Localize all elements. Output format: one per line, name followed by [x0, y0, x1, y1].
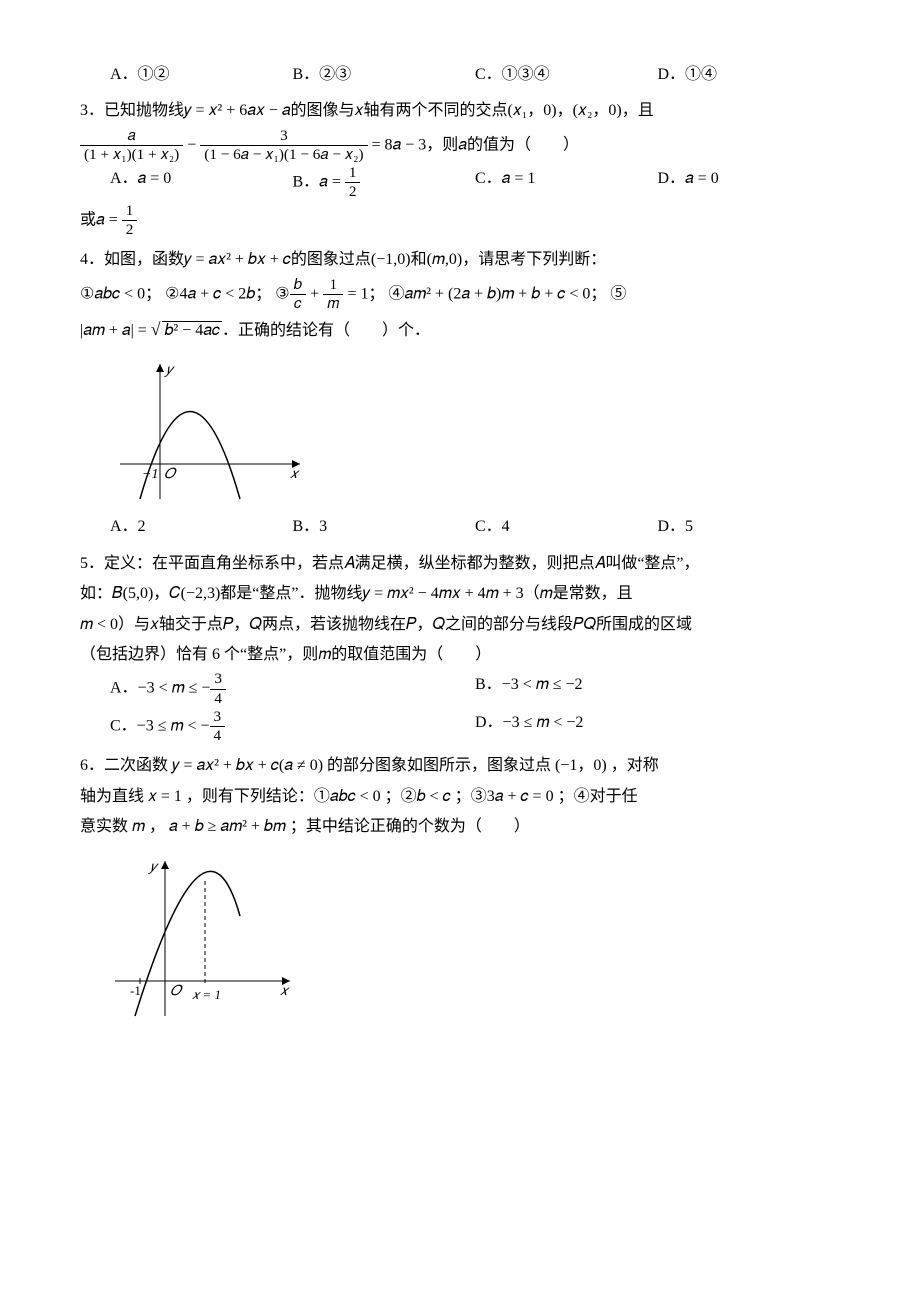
q3-minus: − — [187, 136, 196, 153]
q5-l1: 5．定义：在平面直角坐标系中，若点𝐴满足横，纵坐标都为整数，则把点𝐴叫做“整点”… — [80, 549, 840, 579]
q4-mark-O: 𝑂 — [164, 467, 177, 482]
q4-option-c: C．4 — [475, 512, 658, 542]
q4-c3-post: = 1； — [343, 285, 384, 302]
q4-option-d: D．5 — [658, 512, 841, 542]
q4-mark-neg1: −1 — [142, 467, 158, 482]
q5-option-a: A．−3 < 𝑚 ≤ −34 — [110, 670, 475, 707]
q4-c5-rad: 𝑏² − 4𝑎𝑐 — [162, 321, 222, 339]
q4-c3-f1n: 𝑏 — [290, 276, 307, 295]
q6-x1-label: 𝑥 = 1 — [192, 987, 221, 1002]
q5-option-c: C．−3 ≤ 𝑚 < −34 — [110, 708, 475, 745]
q4-c5-post: ．正确的结论有（ ）个． — [222, 322, 430, 339]
q4-options: A．2 B．3 C．4 D．5 — [110, 512, 840, 542]
q3-line2: 𝑎 (1 + 𝑥₁)(1 + 𝑥₂) − 3 (1 − 6𝑎 − 𝑥₁)(1 −… — [80, 127, 840, 164]
q4-c2: ②4𝑎 + 𝑐 < 2𝑏； — [165, 285, 271, 302]
q6-y-label: 𝑦 — [148, 860, 159, 875]
q3-line1: 3．已知抛物线𝑦 = 𝑥² + 6𝑎𝑥 − 𝑎的图像与𝑥轴有两个不同的交点(𝑥₁… — [80, 96, 840, 126]
q4-option-a: A．2 — [110, 512, 293, 542]
q4-graph: −1 𝑂 𝑥 𝑦 — [110, 354, 310, 504]
q4-c5-line: |𝑎𝑚 + 𝑎| = √𝑏² − 4𝑎𝑐．正确的结论有（ ）个． — [80, 313, 840, 346]
q4-c5-pre: |𝑎𝑚 + 𝑎| = — [80, 322, 151, 339]
q3: 3．已知抛物线𝑦 = 𝑥² + 6𝑎𝑥 − 𝑎的图像与𝑥轴有两个不同的交点(𝑥₁… — [80, 96, 840, 239]
q5-a-pre: A．−3 < 𝑚 ≤ − — [110, 680, 210, 697]
q4-option-b: B．3 — [293, 512, 476, 542]
q3-option-b-pre: B．𝑎 = — [293, 174, 345, 191]
q4-x-label: 𝑥 — [290, 467, 300, 482]
q3-frac1-num: 𝑎 — [80, 127, 183, 146]
q6-l2: 轴为直线 𝑥 = 1 ，则有下列结论：①𝑎𝑏𝑐 < 0 ；②𝑏 < 𝑐 ；③3𝑎… — [80, 782, 840, 812]
q2-options: A．①② B．②③ C．①③④ D．①④ — [110, 60, 840, 90]
q3-option-d: D．𝑎 = 0 — [658, 164, 841, 201]
q3-or-text: 或𝑎 = — [80, 211, 122, 228]
q3-option-b-den: 2 — [345, 183, 361, 201]
q5: 5．定义：在平面直角坐标系中，若点𝐴满足横，纵坐标都为整数，则把点𝐴叫做“整点”… — [80, 549, 840, 746]
q3-option-c: C．𝑎 = 1 — [475, 164, 658, 201]
q3-rhs: = 8𝑎 − 3，则𝑎的值为（ ） — [372, 136, 579, 153]
q3-option-b: B．𝑎 = 12 — [293, 164, 476, 201]
q5-l3: 𝑚 < 0）与𝑥轴交于点𝑃，𝑄两点，若该抛物线在𝑃，𝑄之间的部分与线段𝑃𝑄所围成… — [80, 610, 840, 640]
q3-option-b-num: 1 — [345, 164, 361, 183]
q3-or-line: 或𝑎 = 12 — [80, 202, 840, 239]
q4-figure: −1 𝑂 𝑥 𝑦 — [110, 354, 840, 504]
q3-frac2-den: (1 − 6𝑎 − 𝑥₁)(1 − 6𝑎 − 𝑥₂) — [200, 146, 367, 164]
q3-frac2-num: 3 — [200, 127, 367, 146]
q3-or-num: 1 — [122, 202, 138, 221]
q5-c-num: 3 — [210, 708, 226, 727]
q6-mark-neg1: -1 — [130, 983, 141, 998]
q5-option-b: B．−3 < 𝑚 ≤ −2 — [475, 670, 840, 707]
q4-c3-pre: ③ — [275, 285, 289, 302]
q2-option-b: B．②③ — [293, 60, 476, 90]
q3-frac1-den: (1 + 𝑥₁)(1 + 𝑥₂) — [80, 146, 183, 164]
q4-stem: 4．如图，函数𝑦 = 𝑎𝑥² + 𝑏𝑥 + 𝑐的图象过点(−1,0)和(𝑚,0)… — [80, 245, 840, 275]
q3-options: A．𝑎 = 0 B．𝑎 = 12 C．𝑎 = 1 D．𝑎 = 0 — [110, 164, 840, 201]
q5-a-den: 4 — [210, 690, 226, 708]
q4-c3-f2n: 1 — [323, 276, 343, 295]
q5-option-d: D．−3 ≤ 𝑚 < −2 — [475, 708, 840, 745]
q6: 6．二次函数 𝑦 = 𝑎𝑥² + 𝑏𝑥 + 𝑐(𝑎 ≠ 0) 的部分图象如图所示… — [80, 751, 840, 1020]
q2-option-c: C．①③④ — [475, 60, 658, 90]
q4-c3-f1d: 𝑐 — [290, 295, 307, 313]
q6-l3: 意实数 𝑚 ， 𝑎 + 𝑏 ≥ 𝑎𝑚² + 𝑏𝑚 ；其中结论正确的个数为（ ） — [80, 812, 840, 842]
q3-option-a: A．𝑎 = 0 — [110, 164, 293, 201]
q5-l2: 如：𝐵(5,0)，𝐶(−2,3)都是“整点”．抛物线𝑦 = 𝑚𝑥² − 4𝑚𝑥 … — [80, 579, 840, 609]
q4-c3-f2d: 𝑚 — [323, 295, 343, 313]
q4-conditions: ①𝑎𝑏𝑐 < 0； ②4𝑎 + 𝑐 < 2𝑏； ③𝑏𝑐 + 1𝑚 = 1； ④𝑎… — [80, 276, 840, 313]
q4-c4: ④𝑎𝑚² + (2𝑎 + 𝑏)𝑚 + 𝑏 + 𝑐 < 0； — [388, 285, 606, 302]
q4-c5: ⑤ — [610, 285, 626, 302]
q5-l4: （包括边界）恰有 6 个“整点”，则𝑚的取值范围为（ ） — [80, 640, 840, 670]
q6-mark-O: 𝑂 — [170, 984, 183, 999]
q2-option-a: A．①② — [110, 60, 293, 90]
q3-or-den: 2 — [122, 221, 138, 239]
q5-c-den: 4 — [210, 727, 226, 745]
q2-option-d: D．①④ — [658, 60, 841, 90]
q3-frac2: 3 (1 − 6𝑎 − 𝑥₁)(1 − 6𝑎 − 𝑥₂) — [200, 127, 367, 164]
q5-a-num: 3 — [210, 670, 226, 689]
q3-frac1: 𝑎 (1 + 𝑥₁)(1 + 𝑥₂) — [80, 127, 183, 164]
q6-graph: -1 𝑂 𝑥 𝑦 𝑥 = 1 — [110, 851, 300, 1021]
q6-x-label: 𝑥 — [280, 984, 290, 999]
q6-figure: -1 𝑂 𝑥 𝑦 𝑥 = 1 — [110, 851, 840, 1021]
q6-l1: 6．二次函数 𝑦 = 𝑎𝑥² + 𝑏𝑥 + 𝑐(𝑎 ≠ 0) 的部分图象如图所示… — [80, 751, 840, 781]
q4-y-label: 𝑦 — [164, 363, 175, 378]
q4-c1: ①𝑎𝑏𝑐 < 0； — [80, 285, 161, 302]
q5-c-pre: C．−3 ≤ 𝑚 < − — [110, 717, 210, 734]
q4-c3-plus: + — [306, 285, 323, 302]
q4: 4．如图，函数𝑦 = 𝑎𝑥² + 𝑏𝑥 + 𝑐的图象过点(−1,0)和(𝑚,0)… — [80, 245, 840, 543]
q5-options: A．−3 < 𝑚 ≤ −34 B．−3 < 𝑚 ≤ −2 C．−3 ≤ 𝑚 < … — [110, 670, 840, 745]
